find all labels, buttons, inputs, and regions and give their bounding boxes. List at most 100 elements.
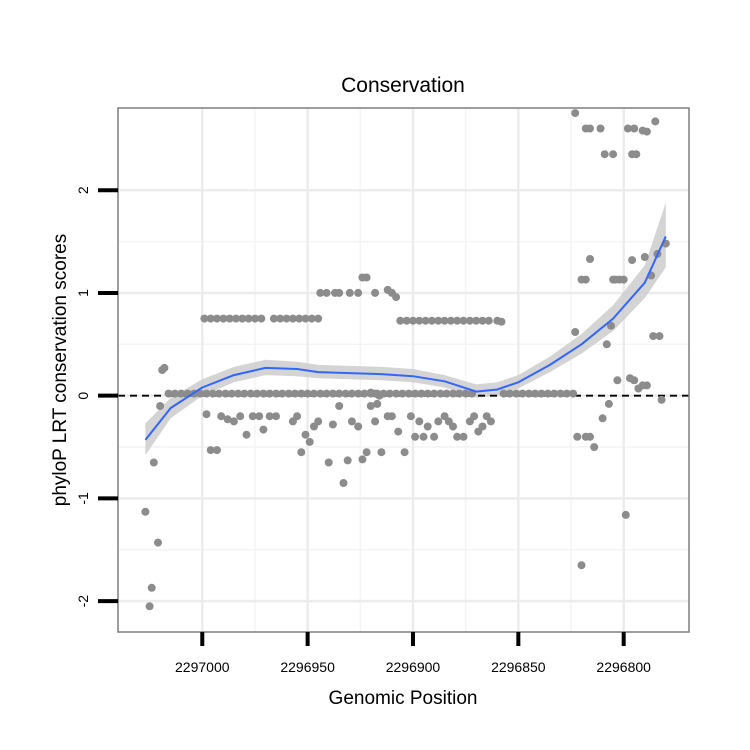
data-point bbox=[537, 389, 546, 398]
data-point bbox=[322, 288, 331, 297]
data-point bbox=[310, 389, 318, 398]
data-point bbox=[630, 124, 639, 133]
data-point bbox=[423, 422, 432, 431]
data-point bbox=[499, 389, 508, 398]
data-point bbox=[459, 316, 468, 325]
data-point bbox=[640, 253, 649, 261]
data-point bbox=[246, 389, 255, 398]
data-point bbox=[402, 316, 411, 325]
data-point bbox=[232, 314, 240, 323]
data-point bbox=[259, 425, 268, 434]
data-point bbox=[234, 389, 243, 398]
data-point bbox=[282, 314, 291, 323]
y-tick-label: 1 bbox=[75, 289, 91, 297]
data-point bbox=[213, 314, 221, 323]
data-point bbox=[366, 402, 375, 410]
data-point bbox=[442, 389, 451, 398]
data-point bbox=[571, 109, 580, 118]
data-point bbox=[581, 124, 590, 133]
data-point bbox=[484, 316, 493, 325]
data-point bbox=[362, 273, 371, 282]
data-point bbox=[291, 389, 299, 398]
data-point bbox=[371, 417, 380, 426]
data-point bbox=[345, 288, 354, 297]
data-point bbox=[206, 446, 215, 455]
data-point bbox=[486, 417, 495, 426]
data-point bbox=[465, 316, 474, 325]
data-point bbox=[478, 422, 487, 431]
data-point bbox=[497, 317, 506, 326]
data-point bbox=[642, 127, 651, 136]
data-point bbox=[225, 314, 234, 323]
data-point bbox=[229, 417, 238, 426]
data-point bbox=[655, 332, 664, 341]
data-point bbox=[238, 314, 247, 323]
data-point bbox=[607, 321, 615, 330]
data-point bbox=[314, 314, 323, 323]
data-point bbox=[609, 275, 618, 284]
x-tick-label: 2297000 bbox=[175, 659, 230, 675]
data-point bbox=[417, 389, 426, 398]
data-point bbox=[257, 314, 266, 323]
data-point bbox=[293, 412, 302, 421]
data-point bbox=[586, 432, 594, 441]
data-point bbox=[459, 432, 468, 441]
data-point bbox=[642, 381, 651, 390]
data-point bbox=[446, 316, 455, 325]
data-point bbox=[436, 389, 445, 398]
data-point bbox=[434, 316, 443, 325]
data-point bbox=[556, 389, 565, 398]
loess-fit-line bbox=[144, 235, 667, 441]
data-point bbox=[265, 412, 274, 421]
data-point bbox=[550, 389, 559, 398]
data-point bbox=[600, 150, 609, 159]
x-tick-label: 2296800 bbox=[596, 659, 651, 675]
data-point bbox=[470, 412, 479, 421]
data-point bbox=[288, 314, 297, 323]
data-point bbox=[259, 389, 268, 398]
data-point bbox=[297, 448, 306, 457]
data-point bbox=[512, 389, 521, 398]
data-point bbox=[248, 412, 257, 421]
data-point bbox=[423, 389, 432, 398]
x-tick-label: 2296950 bbox=[280, 659, 335, 675]
data-point bbox=[145, 602, 154, 611]
y-axis-label: phyloP LRT conservation scores bbox=[50, 234, 71, 507]
data-point bbox=[219, 314, 228, 323]
data-point bbox=[343, 456, 352, 465]
data-point bbox=[430, 432, 439, 441]
data-point bbox=[358, 455, 367, 464]
data-point bbox=[598, 414, 607, 423]
data-point bbox=[276, 314, 285, 323]
x-tick-label: 2296900 bbox=[386, 659, 441, 675]
data-point bbox=[328, 420, 337, 429]
data-point bbox=[284, 389, 293, 398]
y-tick-label: 2 bbox=[75, 186, 91, 194]
data-point bbox=[632, 150, 641, 159]
data-point bbox=[371, 288, 380, 297]
data-point bbox=[272, 412, 280, 421]
data-point bbox=[223, 415, 232, 424]
data-point bbox=[240, 389, 249, 398]
data-point bbox=[449, 389, 457, 398]
data-point bbox=[196, 389, 205, 398]
data-point bbox=[453, 432, 462, 441]
data-point bbox=[621, 510, 630, 519]
data-point bbox=[392, 293, 401, 302]
data-point bbox=[604, 399, 613, 408]
data-point bbox=[373, 399, 382, 408]
data-point bbox=[215, 389, 224, 398]
data-point bbox=[419, 432, 428, 441]
data-point bbox=[206, 314, 215, 323]
data-point bbox=[524, 389, 533, 398]
data-point bbox=[255, 412, 264, 421]
data-point bbox=[623, 124, 632, 133]
data-point bbox=[619, 275, 628, 284]
data-point bbox=[404, 389, 413, 398]
data-point bbox=[409, 316, 417, 325]
data-point bbox=[573, 432, 582, 441]
x-axis-label: Genomic Position bbox=[329, 688, 478, 709]
x-axis: 2297000 2296950 2296900 2296850 2296800 bbox=[175, 632, 651, 675]
data-point bbox=[518, 389, 527, 398]
